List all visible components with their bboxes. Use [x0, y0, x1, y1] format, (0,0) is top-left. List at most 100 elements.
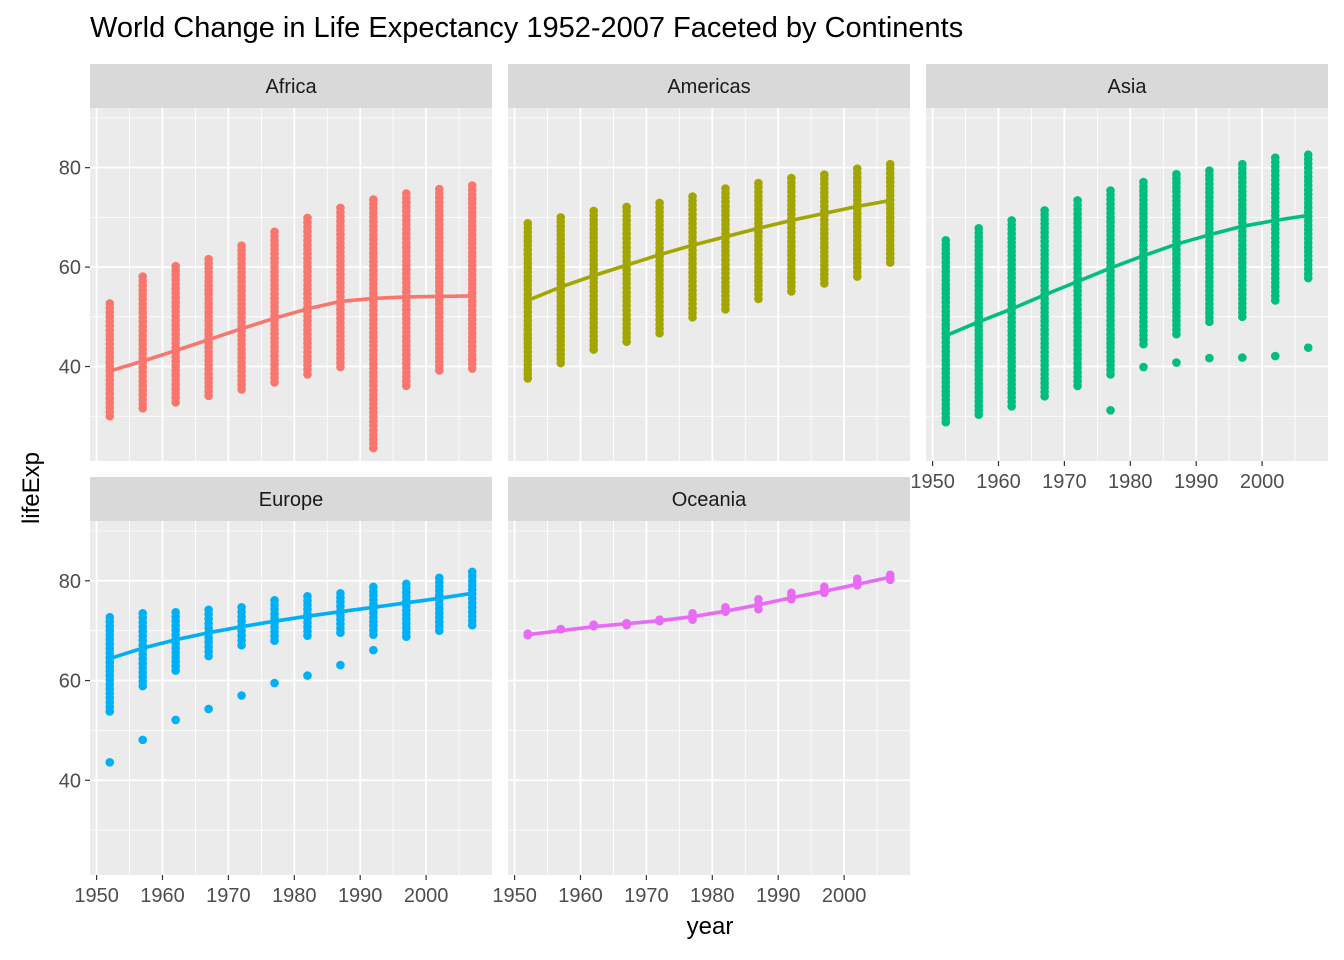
data-point: [138, 276, 148, 286]
x-tick-label: 1980: [690, 885, 735, 907]
x-tick-label: 2000: [1240, 471, 1285, 493]
x-tick-label: 1990: [1174, 471, 1219, 493]
trend-line-africa: [108, 294, 474, 373]
facet-americas: Americas: [508, 64, 910, 461]
trend-line-europe: [108, 591, 474, 661]
x-tick-label: 1960: [976, 471, 1021, 493]
chart-title: World Change in Life Expectancy 1952-200…: [90, 12, 964, 44]
panel-background: [926, 108, 1328, 461]
data-point: [138, 613, 148, 623]
data-point-outlier: [1270, 351, 1280, 361]
y-tick-label: 40: [59, 770, 81, 792]
data-point: [655, 203, 664, 212]
y-tick-label: 60: [59, 257, 81, 279]
facet-europe: Europe 40 60 80 1950 1960 1970 1980 1990 2000: [59, 477, 492, 907]
data-point: [556, 217, 566, 227]
data-point: [105, 303, 115, 313]
data-point: [467, 185, 477, 195]
data-point: [1007, 220, 1016, 230]
x-tick-label: 1970: [1042, 471, 1087, 493]
data-point: [402, 193, 411, 203]
panel-background: [508, 521, 910, 875]
facet-strip-africa: [90, 64, 492, 108]
data-point: [754, 183, 763, 192]
data-point-outlier: [336, 660, 345, 670]
data-point-outlier: [105, 758, 115, 767]
y-tick-label: 40: [59, 357, 81, 379]
data-point: [303, 596, 312, 605]
x-tick-label: 1950: [492, 885, 537, 907]
facet-strip-europe: [90, 477, 492, 521]
x-tick-label: 1960: [140, 885, 185, 907]
data-point: [204, 610, 213, 619]
y-tick-label: 80: [59, 158, 81, 180]
y-tick-label: 60: [59, 671, 81, 693]
x-tick-label: 1950: [910, 471, 955, 493]
data-point: [336, 208, 345, 217]
x-tick-label: 1990: [756, 885, 801, 907]
data-point: [721, 188, 730, 198]
data-point: [303, 218, 312, 227]
data-point: [237, 607, 246, 617]
data-point: [1073, 200, 1082, 210]
data-point: [974, 228, 984, 238]
data-point-outlier: [1238, 353, 1247, 362]
data-point: [787, 178, 796, 187]
data-point: [434, 189, 444, 198]
data-point: [852, 168, 862, 178]
facet-label-asia: Asia: [1108, 76, 1148, 98]
x-tick-label: 1990: [338, 885, 383, 907]
facet-strip-americas: [508, 64, 910, 108]
x-tick-label: 1970: [206, 885, 251, 907]
facet-asia: Asia 1950 1960 1970 1980 1990 2000: [910, 64, 1328, 493]
data-point: [105, 617, 115, 627]
data-point: [1139, 182, 1148, 191]
data-point: [434, 577, 444, 587]
data-point-outlier: [138, 735, 148, 745]
data-point: [1040, 210, 1049, 220]
facet-strip-oceania: [508, 477, 910, 521]
data-point: [1205, 170, 1214, 180]
x-tick-label: 1950: [74, 885, 119, 907]
data-point-outlier: [1106, 405, 1115, 415]
panel-background: [90, 108, 492, 461]
data-point-outlier: [1303, 343, 1313, 352]
panel-background: [90, 521, 492, 875]
facet-oceania: Oceania 1950 1960 1970 1980 1990 2000: [492, 477, 910, 907]
data-point: [171, 612, 180, 622]
data-point: [270, 231, 279, 241]
data-point: [941, 240, 951, 249]
data-point: [589, 211, 598, 220]
data-point: [885, 164, 895, 173]
data-point-outlier: [1205, 353, 1214, 363]
data-point-outlier: [1172, 358, 1181, 367]
data-point-outlier: [1139, 362, 1148, 372]
data-point-outlier: [204, 704, 213, 714]
data-point: [402, 583, 411, 593]
data-point: [369, 199, 378, 209]
data-point: [688, 196, 697, 206]
data-point: [204, 259, 213, 268]
x-tick-label: 1970: [624, 885, 669, 907]
x-tick-label: 1980: [1108, 471, 1153, 493]
x-tick-label: 2000: [822, 885, 867, 907]
data-point: [622, 207, 631, 216]
trend-line-oceania: [526, 575, 892, 637]
data-point: [336, 593, 345, 602]
data-point: [820, 174, 829, 184]
facet-strip-asia: [926, 64, 1328, 108]
x-tick-label: 2000: [404, 885, 449, 907]
data-point-outlier: [369, 645, 378, 655]
x-axis-label: year: [686, 913, 734, 940]
data-point-outlier: [237, 691, 246, 700]
x-tick-label: 1960: [558, 885, 603, 907]
data-point: [523, 223, 533, 233]
data-point-outlier: [171, 715, 180, 725]
trend-line-americas: [526, 198, 892, 303]
x-tick-label: 1980: [272, 885, 317, 907]
y-axis-label: lifeExp: [18, 451, 45, 525]
data-point: [270, 600, 279, 610]
facet-label-europe: Europe: [259, 489, 324, 511]
data-point: [369, 586, 378, 596]
y-tick-label: 80: [59, 571, 81, 593]
